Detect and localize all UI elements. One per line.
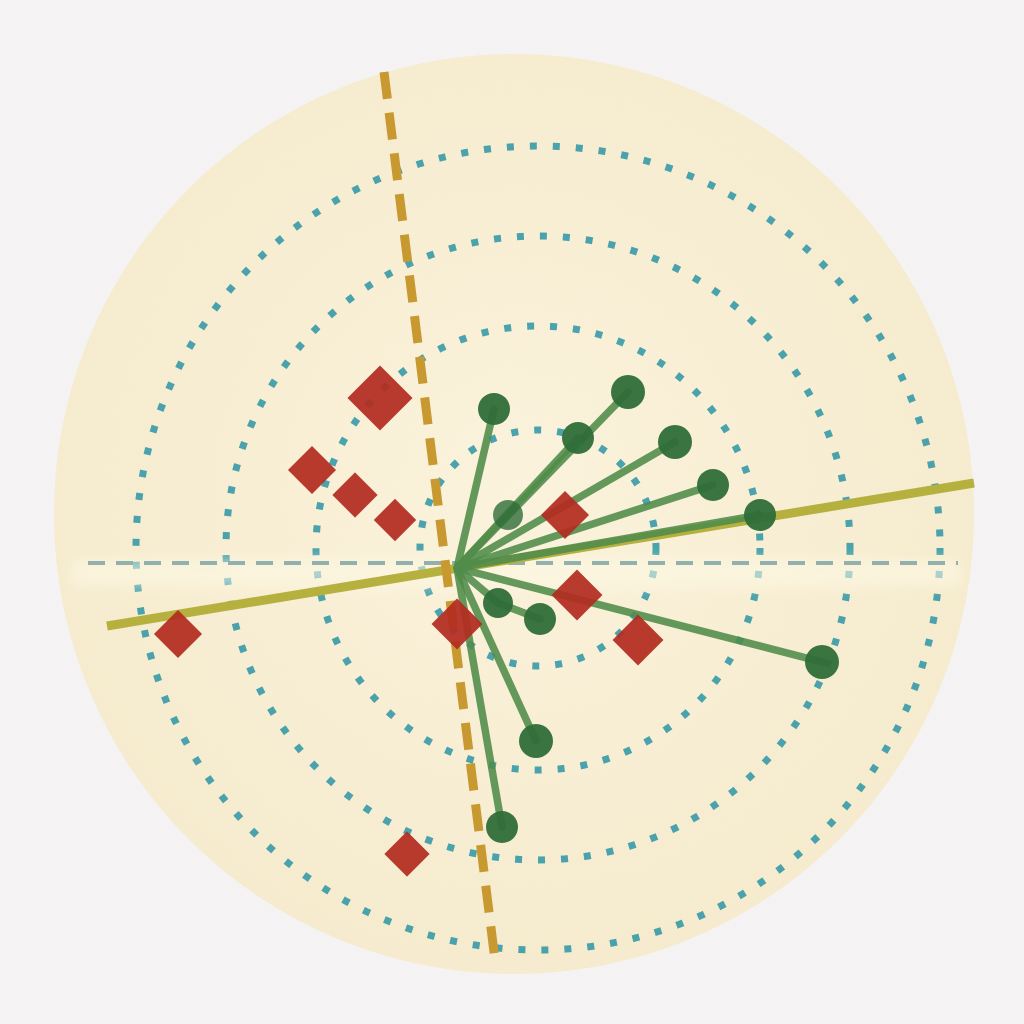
chart-svg	[0, 0, 1024, 1024]
polar-scatter-chart	[0, 0, 1024, 1024]
paper-grain-texture	[0, 0, 1024, 1024]
